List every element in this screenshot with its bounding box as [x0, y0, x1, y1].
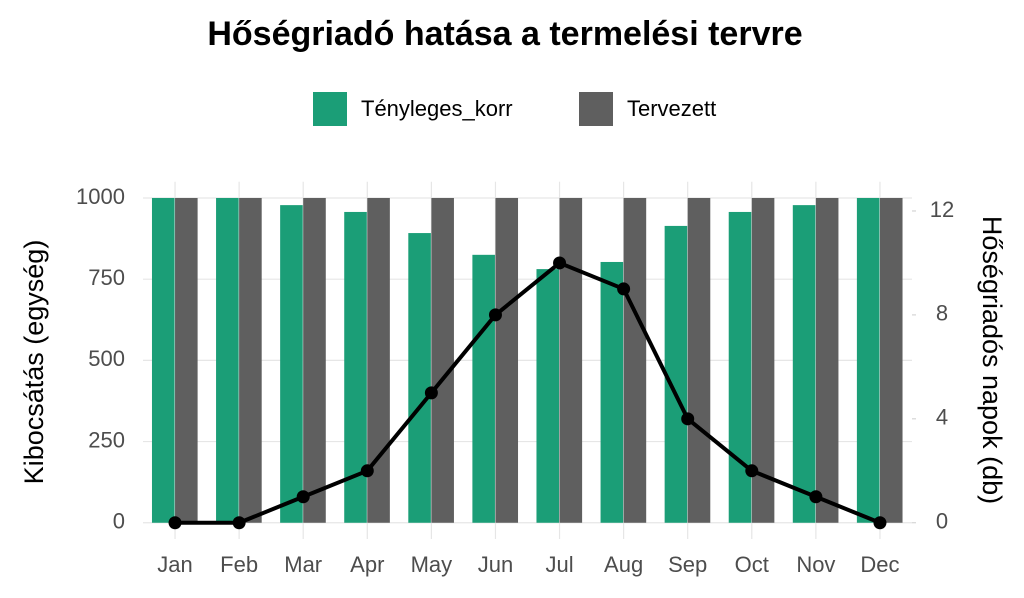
- point: [681, 412, 695, 426]
- bar: [879, 197, 903, 523]
- bar: [815, 197, 839, 523]
- y-axis-title: Kibocsátás (egység): [19, 240, 49, 485]
- y2-tick-label: 4: [936, 405, 948, 430]
- point: [424, 386, 438, 400]
- point: [617, 282, 631, 296]
- bar: [151, 197, 175, 523]
- point: [296, 490, 310, 504]
- bar: [751, 197, 775, 523]
- bar: [344, 211, 367, 523]
- legend-swatch: [579, 92, 613, 126]
- point: [232, 516, 246, 530]
- x-tick-label: Jun: [478, 552, 513, 577]
- bar: [623, 197, 647, 523]
- y2-tick-label: 0: [936, 509, 948, 534]
- x-tick-label: Oct: [735, 552, 769, 577]
- y-tick-label: 750: [88, 265, 125, 290]
- y-tick-label: 0: [113, 509, 125, 534]
- chart-title: Hőségriadó hatása a termelési tervre: [207, 15, 802, 53]
- bar: [431, 197, 454, 523]
- bar: [664, 225, 688, 523]
- x-tick-label: Jan: [157, 552, 192, 577]
- bar: [472, 254, 495, 523]
- y-tick-label: 1000: [76, 184, 125, 209]
- y2-axis-title: Hőségriadós napok (db): [977, 216, 1007, 504]
- point: [553, 256, 567, 270]
- x-tick-label: Nov: [796, 552, 835, 577]
- point: [809, 490, 823, 504]
- x-tick-label: Feb: [220, 552, 258, 577]
- line: [175, 260, 881, 525]
- bar: [303, 197, 326, 523]
- legend-swatch: [313, 92, 347, 126]
- bar: [367, 197, 390, 523]
- bar: [687, 197, 711, 523]
- y2-tick-label: 12: [930, 197, 954, 222]
- x-tick-label: Aug: [604, 552, 643, 577]
- bar: [536, 269, 560, 523]
- y2-tick-label: 8: [936, 301, 948, 326]
- x-tick-label: Dec: [860, 552, 899, 577]
- bar: [408, 233, 431, 523]
- x-tick-label: Apr: [350, 552, 384, 577]
- point: [745, 464, 759, 478]
- point: [168, 516, 182, 530]
- bar: [728, 211, 752, 523]
- point: [360, 464, 374, 478]
- y-tick-label: 500: [88, 346, 125, 371]
- bar: [600, 261, 624, 523]
- point: [873, 516, 887, 530]
- x-tick-label: May: [411, 552, 453, 577]
- bar: [216, 197, 239, 523]
- bar: [559, 197, 583, 523]
- x-tick-label: Mar: [284, 552, 322, 577]
- bar: [792, 205, 816, 523]
- bar: [239, 197, 262, 523]
- bar: [495, 197, 519, 523]
- y-tick-label: 250: [88, 427, 125, 452]
- point: [488, 308, 502, 322]
- bar: [175, 197, 198, 523]
- bar: [856, 197, 880, 523]
- legend-label: Tervezett: [627, 96, 716, 121]
- x-tick-label: Sep: [668, 552, 707, 577]
- bar: [280, 205, 303, 523]
- x-tick-label: Jul: [545, 552, 573, 577]
- legend-label: Tényleges_korr: [361, 96, 513, 121]
